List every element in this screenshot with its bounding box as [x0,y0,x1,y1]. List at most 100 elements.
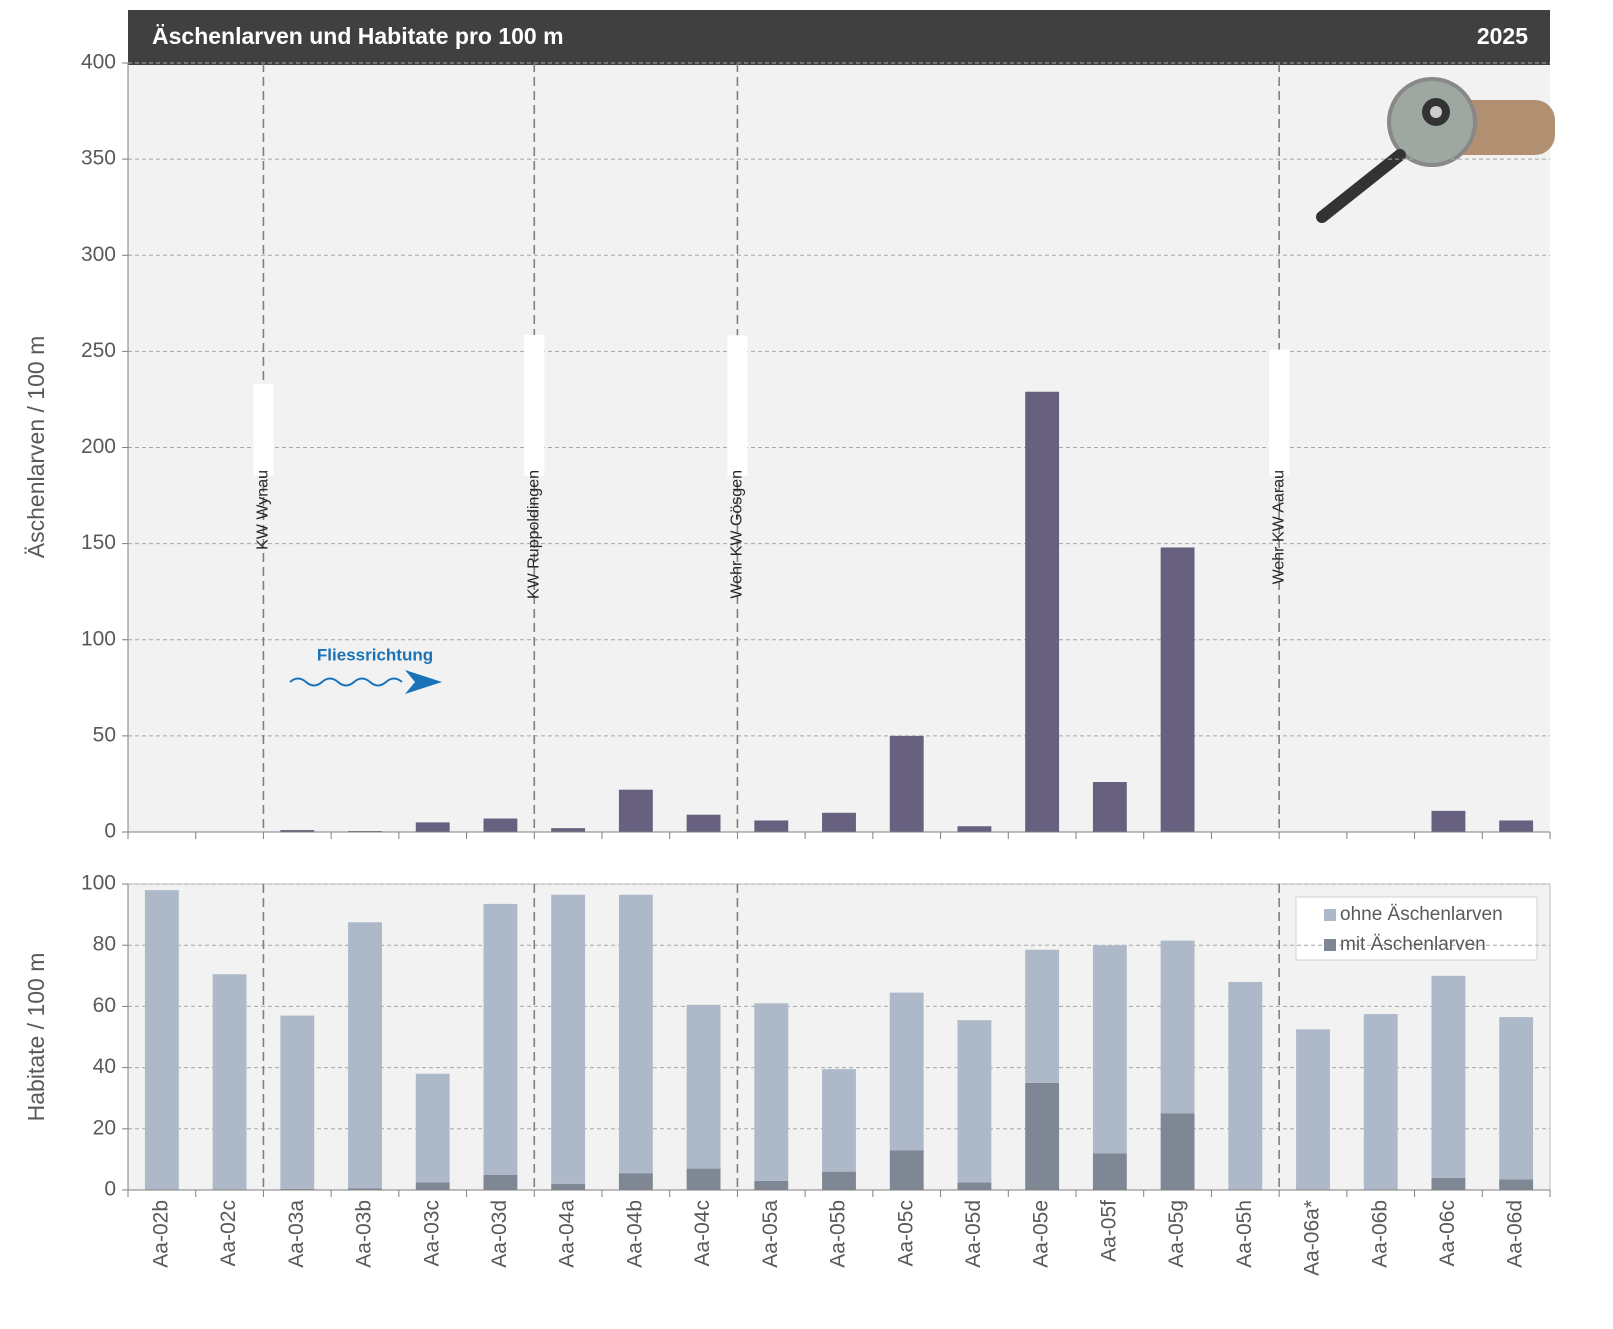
barrier-label-bg [524,335,545,476]
legend-label: mit Äschenlarven [1340,934,1486,955]
bar-segment [415,1182,450,1190]
legend-swatch [1324,909,1336,921]
x-tick-label: Aa-05d [962,1200,985,1268]
x-tick-label: Aa-05f [1097,1200,1120,1262]
x-tick-label: Aa-02c [217,1200,240,1267]
y-axis-label: Äschenlarven / 100 m [23,336,49,558]
bar-segment [754,1003,789,1181]
barrier-label-bg [1269,349,1290,476]
y-tick-label: 60 [93,994,116,1017]
y-tick-label: 100 [81,872,116,895]
bar-segment [618,894,653,1174]
x-tick-label: Aa-03c [420,1200,443,1267]
bar-segment [1296,1029,1330,1190]
x-tick-label: Aa-06d [1504,1200,1527,1268]
x-tick-label: Aa-04c [691,1200,714,1267]
x-tick-label: Aa-05g [1165,1200,1188,1268]
bar [415,822,450,832]
bar [889,735,924,832]
bar [618,789,653,832]
y-tick-label: 40 [93,1055,116,1078]
x-tick-label: Aa-05h [1233,1200,1256,1268]
bar-segment [551,1183,586,1190]
bar-segment [686,1004,721,1169]
y-tick-label: 250 [81,339,116,362]
bar-segment [754,1180,789,1190]
bar-segment [1499,1017,1534,1180]
x-tick-label: Aa-05e [1030,1200,1053,1268]
flow-arrow [289,677,403,687]
bar-segment [212,974,247,1190]
bar [686,814,721,832]
bar [483,818,518,832]
bar-segment [280,1015,315,1190]
bar [957,826,992,832]
bar-segment [483,903,518,1175]
bar [280,830,315,832]
bar-segment [1092,945,1127,1154]
legend [1295,896,1538,961]
x-tick-label: Aa-05a [759,1200,782,1268]
bar-segment [1499,1179,1534,1190]
bar [1025,391,1060,832]
bar [551,828,586,832]
barrier-label: Wehr KW Aarau [1270,470,1287,584]
bar-segment [822,1069,856,1172]
chart-title: Äschenlarven und Habitate pro 100 m [152,23,564,49]
x-tick-label: Aa-02b [149,1200,172,1268]
y-axis-label: Habitate / 100 m [23,953,49,1122]
bar-segment [1092,1153,1127,1190]
bar-segment [1160,1113,1195,1190]
bar-segment [1431,1177,1466,1190]
x-tick-label: Aa-03b [353,1200,376,1268]
barrier-label-bg [727,335,748,476]
bar-segment [348,922,382,1189]
x-tick-label: Aa-03d [488,1200,511,1268]
x-tick-label: Aa-03a [285,1200,308,1268]
bar-segment [1025,949,1060,1083]
bar-segment [889,1150,924,1190]
legend-swatch [1324,939,1336,951]
magnifier-icon [1316,77,1555,223]
x-tick-label: Aa-05b [827,1200,850,1268]
y-tick-label: 150 [81,531,116,554]
flow-arrow-head [405,670,442,694]
bar-segment [957,1020,992,1183]
legend-label: ohne Äschenlarven [1340,904,1503,925]
bar-segment [1228,981,1263,1190]
barrier-label: KW Ruppoldingen [526,470,543,599]
x-tick-label: Aa-06b [1368,1200,1391,1268]
y-tick-label: 20 [93,1116,116,1139]
header-bar [128,10,1550,65]
chart-year: 2025 [1477,23,1528,49]
bar-segment [1025,1082,1060,1190]
bar-segment [415,1073,450,1183]
y-tick-label: 200 [81,435,116,458]
x-tick-label: Aa-06c [1436,1200,1459,1267]
bar-segment [144,890,179,1190]
bar [754,820,789,832]
bar [1431,810,1466,832]
bar-segment [1363,1014,1398,1190]
bar [1499,820,1534,832]
bar-segment [957,1182,992,1190]
bar [822,812,856,832]
bar [1092,782,1127,832]
barrier-label: KW Wynau [255,470,272,550]
y-tick-label: 0 [104,1178,116,1201]
bar [1160,547,1195,832]
barrier-label-bg [253,384,274,476]
flow-label: Fliessrichtung [317,645,433,664]
bar-segment [889,992,924,1151]
bar-segment [348,1188,382,1190]
x-tick-label: Aa-04a [556,1200,579,1268]
y-tick-label: 400 [81,51,116,74]
y-tick-label: 50 [93,723,116,746]
y-tick-label: 350 [81,147,116,170]
bar-segment [1431,975,1466,1178]
x-tick-label: Aa-05c [894,1200,917,1267]
barrier-label: Wehr KW Gösgen [729,470,746,599]
bar-segment [483,1174,518,1190]
y-tick-label: 80 [93,933,116,956]
